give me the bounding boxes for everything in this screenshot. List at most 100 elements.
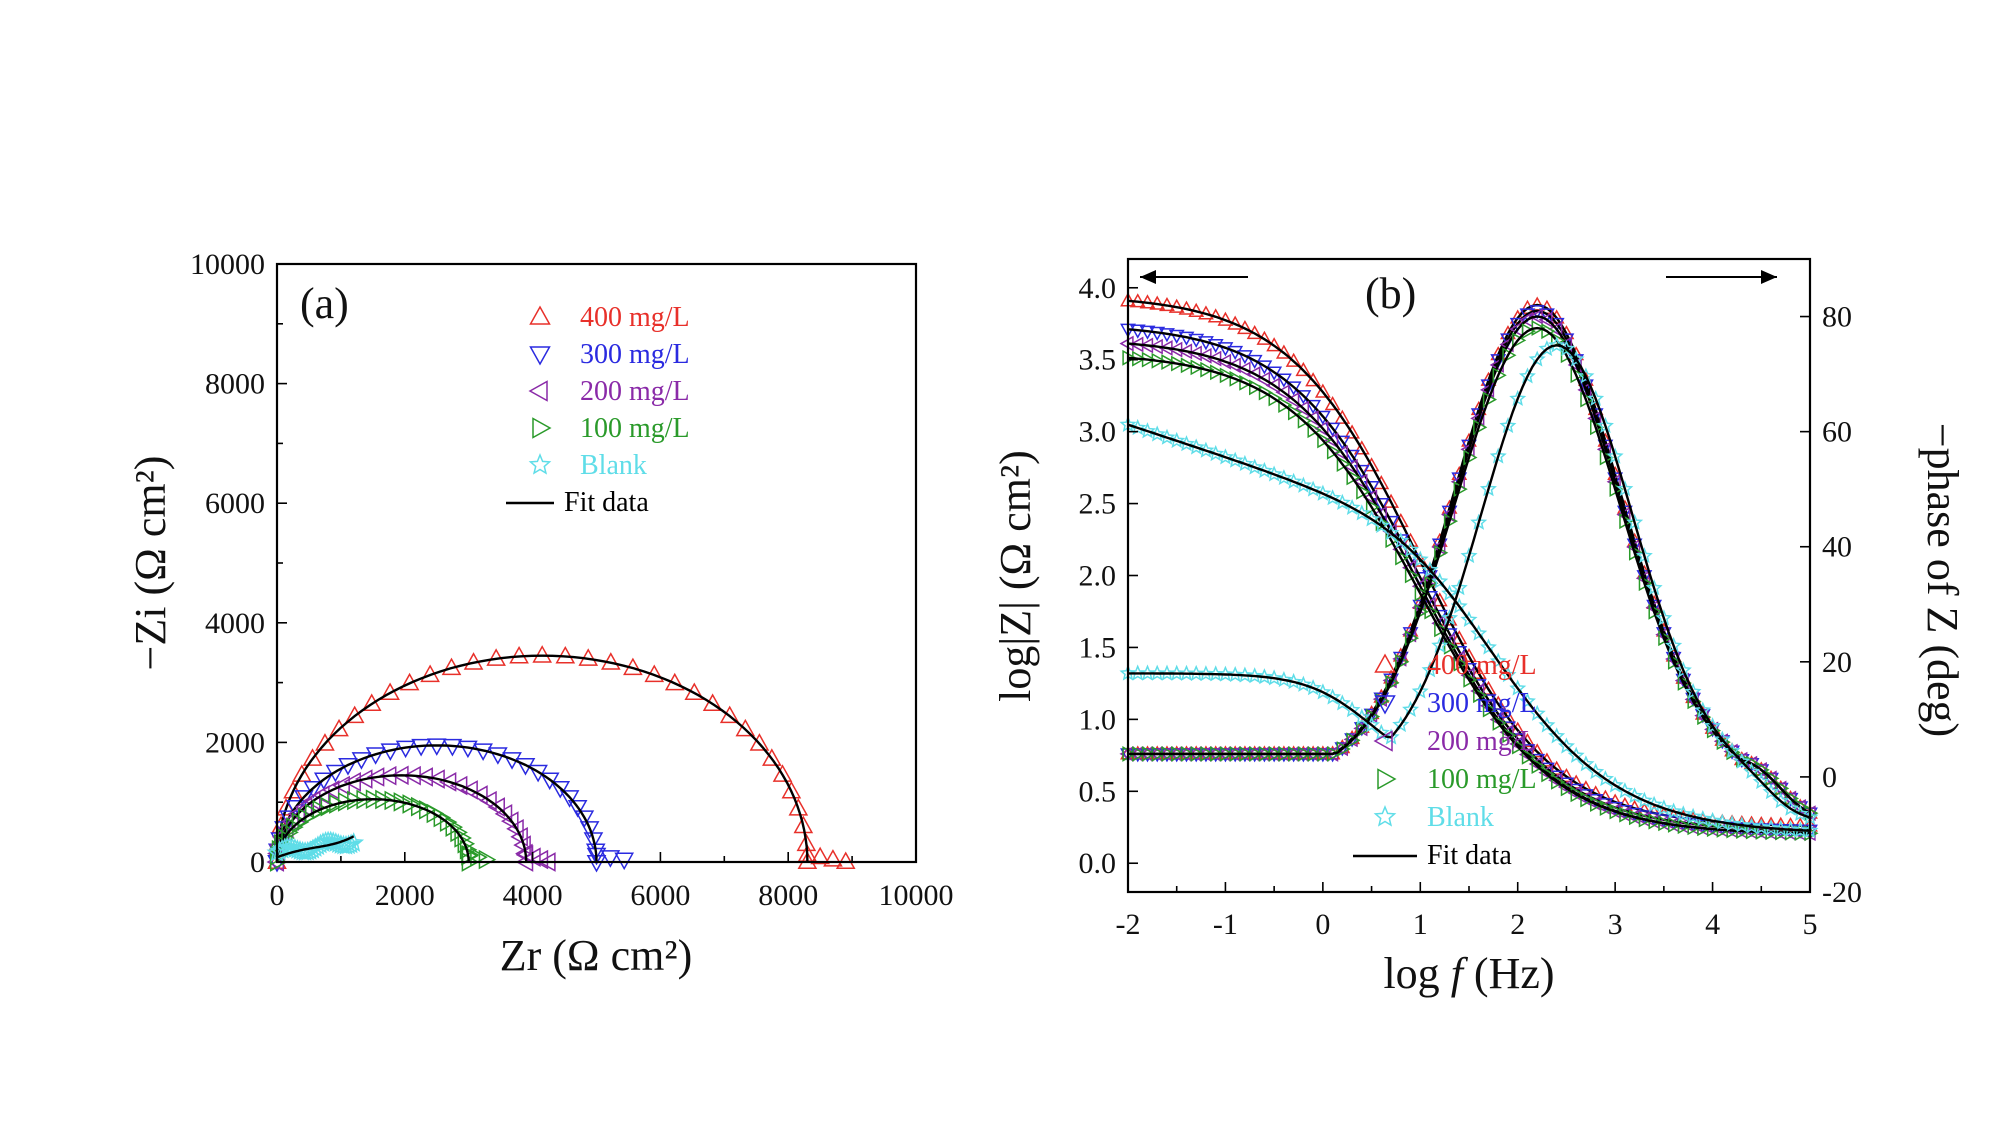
data-point: [559, 790, 580, 808]
x-tick-label: 4000: [503, 879, 563, 912]
legend-marker: [1373, 730, 1393, 752]
data-point: [487, 797, 505, 817]
data-point: [321, 780, 340, 800]
panel-b-x-axis-title: log f (Hz): [1383, 949, 1554, 998]
data-point: [1307, 422, 1322, 439]
data-point: [315, 733, 335, 751]
data-point: [1324, 396, 1341, 411]
legend-label: Fit data: [564, 487, 649, 518]
series-300-mg-L: [267, 738, 635, 873]
data-point: [1219, 367, 1234, 384]
y-tick-label: 8000: [205, 368, 265, 401]
panel-a: 0 2000 4000 6000 8000 10000 0 2000 4000 6000 8000 1…: [126, 248, 954, 980]
data-point: [1353, 464, 1370, 480]
legend-label: Fit data: [1427, 840, 1512, 871]
data-point: [749, 733, 770, 751]
data-point: [810, 846, 830, 865]
data-point: [1344, 424, 1361, 439]
legend-label: Blank: [1427, 802, 1494, 833]
data-point: [1294, 400, 1310, 417]
y-tick-label: 3.5: [1079, 344, 1117, 377]
data-point: [1383, 493, 1399, 508]
legend-marker: [528, 380, 548, 402]
data-point: [1521, 748, 1536, 765]
data-point: [1528, 756, 1543, 772]
data-point: [1502, 727, 1517, 744]
y-tick-label: 1.5: [1079, 631, 1117, 664]
data-point: [1528, 350, 1546, 367]
data-point: [1207, 350, 1222, 367]
data-point: [1372, 723, 1390, 741]
data-point: [1353, 722, 1370, 737]
y2-tick-label: 0: [1822, 761, 1837, 794]
data-point: [1743, 817, 1761, 834]
series-400-mg-L: [267, 645, 856, 870]
data-point: [1704, 717, 1722, 734]
right-axis-arrow: [1666, 270, 1777, 284]
y-tick-label: 2000: [205, 726, 265, 759]
x-tick-label: 3: [1608, 908, 1623, 941]
data-point: [479, 790, 497, 811]
x-tick-label: -1: [1213, 908, 1238, 941]
data-point: [1539, 308, 1555, 323]
data-point: [835, 851, 856, 870]
fit-line: [1128, 326, 1811, 815]
x-tick-label: 4: [1705, 908, 1720, 941]
panel-a-plot-area: [266, 645, 856, 873]
data-point: [1295, 361, 1312, 377]
data-point: [1324, 422, 1341, 437]
legend-marker: [1374, 695, 1396, 715]
data-point: [1210, 364, 1225, 381]
data-point: [1557, 737, 1575, 754]
y-tick-label: 0.0: [1079, 847, 1117, 880]
data-point: [1295, 390, 1312, 405]
fit-line: [1128, 344, 1811, 819]
panel-b-frame: [1126, 257, 1812, 894]
x-tick-label: -2: [1116, 908, 1141, 941]
x-tick-label: 2: [1510, 908, 1525, 941]
data-point: [470, 785, 488, 805]
panel-b-y-axis-title: log|Z| (Ω cm²): [991, 450, 1040, 702]
data-point: [1346, 732, 1361, 749]
data-point: [1716, 734, 1731, 751]
data-point: [1609, 803, 1624, 820]
data-point: [1489, 652, 1507, 669]
x-tick-label: 0: [1315, 908, 1330, 941]
data-point: [1411, 550, 1429, 567]
x-tick-label: 1: [1413, 908, 1428, 941]
y-tick-label: 3.0: [1079, 416, 1117, 449]
data-point: [1665, 651, 1682, 667]
data-point: [1402, 532, 1419, 547]
data-point: [445, 817, 464, 837]
panel-b-plot-area: [1119, 292, 1819, 842]
x-tick-label: 2000: [375, 879, 435, 912]
data-point: [1402, 700, 1420, 718]
y-tick-label: 6000: [205, 487, 265, 520]
data-point: [1509, 735, 1524, 752]
legend-label: 100 mg/L: [1427, 764, 1537, 795]
data-point: [1441, 584, 1459, 601]
data-point: [1356, 721, 1371, 738]
data-point: [579, 821, 600, 839]
data-point: [1402, 540, 1420, 558]
data-point: [1713, 813, 1731, 830]
data-point: [1297, 412, 1312, 429]
data-point: [1743, 762, 1761, 779]
data-point: [781, 780, 802, 799]
data-point: [1772, 780, 1787, 797]
y2-tick-label: 60: [1822, 416, 1852, 449]
data-point: [1538, 716, 1556, 733]
data-point: [494, 803, 513, 824]
data-point: [1541, 766, 1556, 783]
data-point: [735, 718, 756, 737]
data-point: [1567, 746, 1585, 763]
y-tick-label: 0.5: [1079, 775, 1117, 808]
data-point: [1528, 704, 1546, 721]
data-point: [1314, 410, 1331, 425]
data-point: [1324, 432, 1339, 449]
legend-marker: [528, 453, 552, 475]
data-point: [1480, 379, 1497, 394]
data-point: [1336, 741, 1351, 757]
legend-label: 300 mg/L: [1427, 688, 1537, 719]
legend-marker: [1373, 805, 1397, 827]
